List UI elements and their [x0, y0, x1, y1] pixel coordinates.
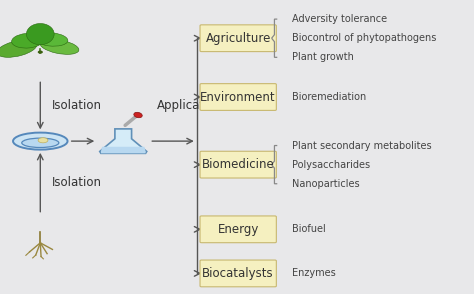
- Ellipse shape: [22, 138, 59, 148]
- FancyBboxPatch shape: [200, 25, 276, 52]
- Ellipse shape: [13, 133, 68, 150]
- Text: Agriculture: Agriculture: [206, 32, 271, 45]
- Text: Applications: Applications: [156, 99, 228, 112]
- Ellipse shape: [27, 24, 54, 45]
- Text: Plant secondary metabolites: Plant secondary metabolites: [292, 141, 431, 151]
- Polygon shape: [101, 147, 146, 153]
- Ellipse shape: [34, 33, 68, 46]
- Text: Biocontrol of phytopathogens: Biocontrol of phytopathogens: [292, 33, 436, 43]
- Text: Biofuel: Biofuel: [292, 224, 325, 234]
- Text: Biocatalysts: Biocatalysts: [202, 267, 274, 280]
- FancyBboxPatch shape: [200, 83, 276, 110]
- Text: Plant growth: Plant growth: [292, 52, 354, 62]
- Text: Adversity tolerance: Adversity tolerance: [292, 14, 387, 24]
- Text: Isolation: Isolation: [52, 99, 102, 112]
- Text: Energy: Energy: [218, 223, 259, 236]
- Ellipse shape: [38, 51, 43, 54]
- Text: Biomedicine: Biomedicine: [202, 158, 274, 171]
- Text: Polysaccharides: Polysaccharides: [292, 160, 370, 170]
- Text: Nanoparticles: Nanoparticles: [292, 179, 359, 189]
- Polygon shape: [100, 129, 147, 153]
- Ellipse shape: [11, 33, 44, 48]
- Text: Enzymes: Enzymes: [292, 268, 335, 278]
- Ellipse shape: [40, 39, 79, 54]
- Ellipse shape: [134, 112, 142, 118]
- FancyBboxPatch shape: [200, 260, 276, 287]
- Ellipse shape: [38, 138, 48, 143]
- Ellipse shape: [0, 40, 37, 57]
- Text: Environment: Environment: [201, 91, 276, 103]
- Text: Isolation: Isolation: [52, 176, 102, 189]
- Text: Bioremediation: Bioremediation: [292, 92, 366, 102]
- FancyBboxPatch shape: [200, 216, 276, 243]
- FancyBboxPatch shape: [200, 151, 276, 178]
